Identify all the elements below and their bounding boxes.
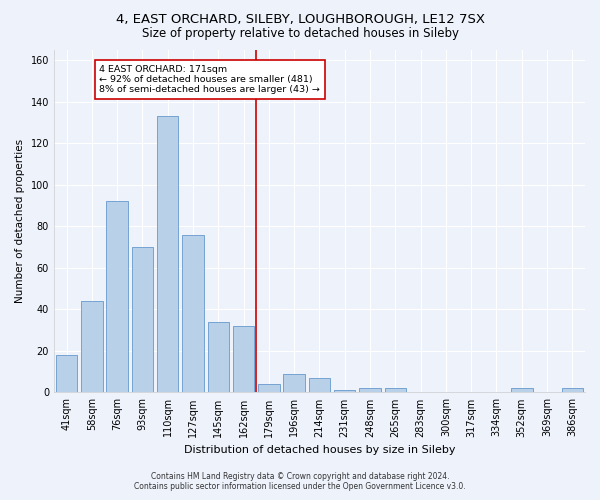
Bar	[182, 234, 204, 392]
Text: 4 EAST ORCHARD: 171sqm
← 92% of detached houses are smaller (481)
8% of semi-det: 4 EAST ORCHARD: 171sqm ← 92% of detached…	[100, 64, 320, 94]
Bar	[258, 384, 280, 392]
Bar	[81, 301, 103, 392]
Bar	[208, 322, 229, 392]
Text: 4, EAST ORCHARD, SILEBY, LOUGHBOROUGH, LE12 7SX: 4, EAST ORCHARD, SILEBY, LOUGHBOROUGH, L…	[115, 12, 485, 26]
Text: Contains HM Land Registry data © Crown copyright and database right 2024.
Contai: Contains HM Land Registry data © Crown c…	[134, 472, 466, 491]
Bar	[157, 116, 178, 392]
Bar	[56, 355, 77, 393]
Bar	[283, 374, 305, 392]
Bar	[385, 388, 406, 392]
Bar	[334, 390, 355, 392]
Bar	[562, 388, 583, 392]
Bar	[106, 202, 128, 392]
Bar	[233, 326, 254, 392]
Y-axis label: Number of detached properties: Number of detached properties	[15, 139, 25, 304]
Bar	[309, 378, 330, 392]
Bar	[131, 247, 153, 392]
X-axis label: Distribution of detached houses by size in Sileby: Distribution of detached houses by size …	[184, 445, 455, 455]
Bar	[511, 388, 533, 392]
Text: Size of property relative to detached houses in Sileby: Size of property relative to detached ho…	[142, 28, 458, 40]
Bar	[359, 388, 381, 392]
